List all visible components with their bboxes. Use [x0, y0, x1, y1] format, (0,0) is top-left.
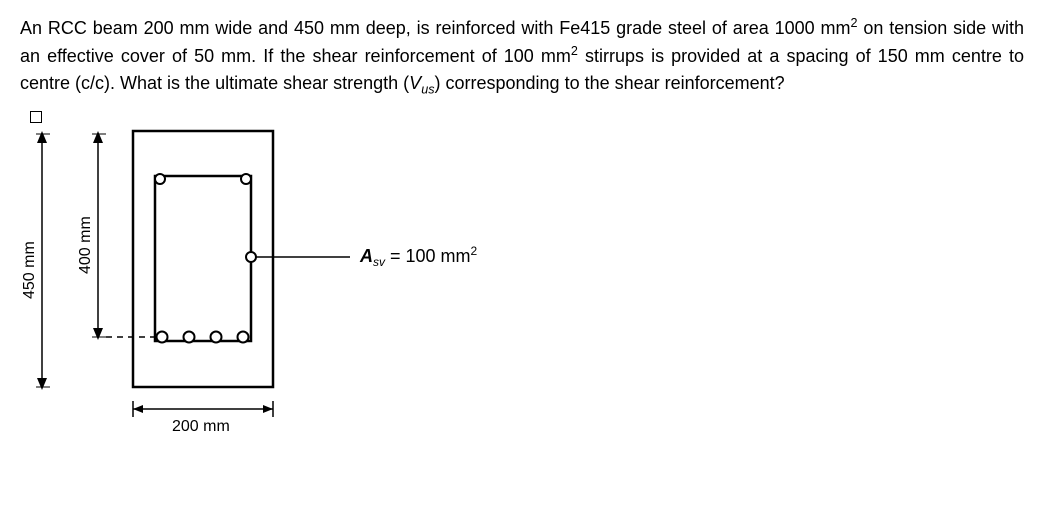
text-line-4-post: ) corresponding to the shear reinforceme… [435, 73, 785, 93]
checkbox-icon [30, 111, 42, 123]
superscript-2b: 2 [571, 44, 578, 58]
text-line-4-pre: (c/c). What is the ultimate shear streng… [75, 73, 409, 93]
dim-450 [36, 131, 50, 390]
label-450mm: 450 mm [21, 242, 38, 300]
stirrup-marker [246, 252, 256, 262]
dim-200 [133, 401, 273, 417]
problem-statement: An RCC beam 200 mm wide and 450 mm deep,… [20, 14, 1024, 99]
text-line-3-pre: reinforcement of 100 mm [365, 46, 571, 66]
stirrup [155, 176, 251, 341]
label-400mm: 400 mm [77, 217, 94, 275]
symbol-v: V [409, 73, 421, 93]
text-line-1: An RCC beam 200 mm wide and 450 mm deep,… [20, 18, 706, 38]
superscript-2a: 2 [850, 16, 857, 30]
beam-diagram: 450 mm 400 mm [20, 109, 620, 449]
label-asv: Asv = 100 mm2 [359, 244, 478, 269]
hanger-bar-left [155, 174, 165, 184]
dim-400 [92, 131, 106, 340]
hanger-bar-right [241, 174, 251, 184]
subscript-us: us [421, 83, 434, 97]
text-line-2-pre: of area 1000 mm [712, 18, 851, 38]
label-200mm: 200 mm [172, 418, 230, 435]
diagram-svg: 450 mm 400 mm [20, 109, 620, 449]
